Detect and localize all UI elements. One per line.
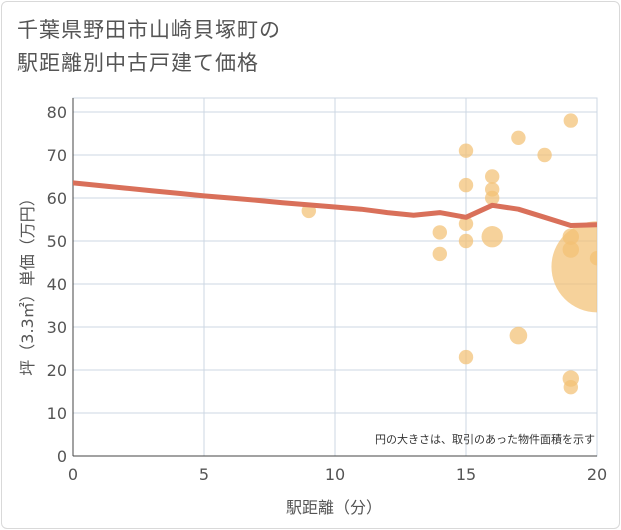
y-tick-label: 70 [47,146,67,165]
trend-line [73,180,597,228]
x-tick-label: 10 [325,465,345,484]
data-point [458,143,474,158]
y-tick-label: 10 [47,404,67,423]
y-axis-label: 坪（3.3㎡）単価（万円） [18,190,37,375]
data-point [432,225,447,240]
grid-lines [72,97,598,457]
y-tick-label: 50 [47,232,67,251]
data-point [481,226,503,248]
data-point [458,233,474,249]
data-point [458,216,474,231]
data-point [563,113,578,128]
x-tick-label: 15 [456,465,476,484]
axes [72,98,597,457]
x-axis-label: 駅距離（分） [286,498,382,517]
data-point [511,130,526,145]
x-tick-label: 20 [587,465,607,484]
data-point [562,241,580,258]
data-point [509,326,528,345]
y-tick-label: 60 [47,189,67,208]
data-point [551,221,597,313]
x-tick-label: 5 [199,465,209,484]
data-point [458,349,474,365]
data-point [432,246,447,262]
data-point [485,190,500,206]
data-point [537,147,552,163]
y-tick-label: 0 [57,447,67,466]
y-tick-label: 20 [47,361,67,380]
title-line-1: 千葉県野田市山崎貝塚町の [17,18,281,42]
title-line-2: 駅距離別中古戸建て価格 [17,51,259,75]
chart-title: 千葉県野田市山崎貝塚町の 駅距離別中古戸建て価格 [17,14,281,80]
tick-labels: 0 10 20 30 40 50 60 70 80 0 5 10 15 20 [47,103,608,484]
data-point [485,169,500,184]
data-point [458,177,474,193]
y-tick-label: 80 [47,103,67,122]
size-note: 円の大きさは、取引のあった物件面積を示す [375,432,595,446]
x-tick-label: 0 [68,465,78,484]
data-point [563,380,578,395]
data-point [589,251,597,266]
trend-line-group [73,180,597,228]
y-tick-label: 40 [47,275,67,294]
y-tick-label: 30 [47,318,67,337]
data-points [301,113,597,395]
data-point [562,228,580,245]
